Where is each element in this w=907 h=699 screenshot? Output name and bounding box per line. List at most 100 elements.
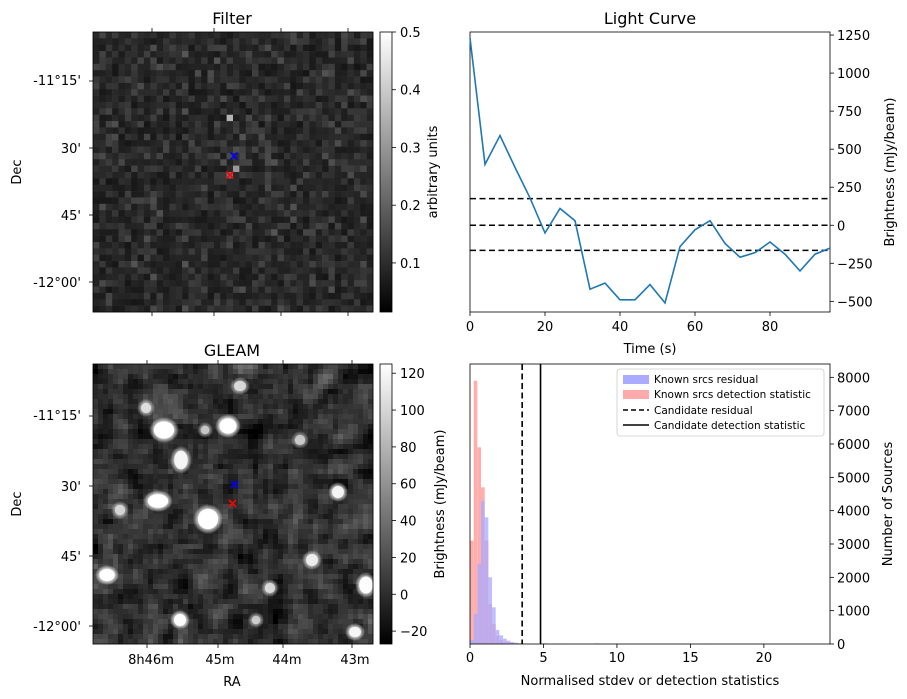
filter-pixel [315,57,323,65]
gleam-pixel [308,519,314,525]
gleam-pixel [298,494,304,500]
gleam-pixel [368,404,374,410]
gleam-pixel [298,394,304,400]
gleam-pixel [153,564,159,570]
filter-pixel [99,242,107,249]
filter-pixel [245,95,253,103]
gleam-pixel [108,364,114,370]
gleam-pixel [343,619,349,625]
gleam-pixel [103,409,109,415]
filter-pixel [124,299,132,306]
filter-pixel [353,82,361,90]
filter-pixel [328,127,336,135]
gleam-pixel [203,414,209,420]
filter-pixel [226,89,234,96]
filter-pixel [137,51,145,58]
gleam-pixel [133,364,139,370]
filter-pixel [353,273,361,281]
gleam-pixel [93,534,99,540]
gleam-pixel [183,529,189,535]
gleam-pixel [228,539,234,545]
filter-pixel [105,76,113,84]
gleam-pixel [253,419,259,425]
filter-pixel [290,108,297,116]
gleam-pixel [243,434,249,440]
filter-pixel [290,197,297,205]
filter-pixel [93,57,100,65]
gleam-pixel [248,554,254,560]
filter-pixel [283,280,291,287]
filter-pixel [169,127,177,135]
gleam-pixel [243,554,249,560]
filter-pixel [334,203,342,211]
filter-pixel [271,165,278,173]
gleam-pixel [308,479,314,485]
filter-pixel [264,140,272,147]
gleam-pixel [153,559,159,565]
filter-pixel [360,146,367,154]
filter-pixel [296,280,304,287]
gleam-pixel [118,409,124,415]
gleam-pixel [208,384,214,390]
gleam-pixel [223,539,229,545]
gleam-pixel [98,434,104,440]
gleam-pixel [363,599,369,605]
gleam-pixel [313,409,319,415]
filter-pixel [169,210,177,217]
gleam-pixel [368,389,374,395]
filter-pixel [220,172,227,179]
filter-pixel [93,172,100,179]
gleam-pixel [178,574,184,580]
gleam-pixel [173,394,179,400]
gleam-pixel [208,499,214,505]
gleam-pixel [338,404,344,410]
filter-pixel [118,76,126,84]
gleam-pixel [298,369,304,375]
gleam-pixel [298,484,304,490]
filter-pixel [163,165,170,173]
gleam-pixel [248,519,254,525]
filter-pixel [220,242,227,249]
gleam-pixel [298,419,304,425]
filter-pixel [99,63,107,71]
gleam-pixel [208,609,214,615]
gleam-pixel [263,504,269,510]
gleam-pixel [203,364,209,370]
gleam-pixel [163,534,169,540]
gleam-pixel [208,439,214,445]
gleam-pixel [333,619,339,625]
filter-pixel [213,216,221,224]
filter-pixel [239,172,247,179]
filter-pixel [175,89,183,96]
gleam-pixel [303,419,309,425]
filter-pixel [245,121,253,128]
filter-pixel [366,235,374,243]
filter-pixel [182,197,189,205]
filter-pixel [226,57,234,65]
gleam-pixel [188,599,194,605]
gleam-pixel [153,614,159,620]
gleam-pixel [298,519,304,525]
gleam-pixel [108,439,114,445]
filter-pixel [105,44,113,52]
gleam-pixel [108,369,114,375]
gleam-pixel [353,399,359,405]
gleam-pixel [283,544,289,550]
gleam-pixel [108,589,114,595]
gleam-pixel [258,489,264,495]
gleam-pixel [178,529,184,535]
filter-pixel [258,216,266,224]
gleam-pixel [98,539,104,545]
filter-pixel [258,203,266,211]
gleam-pixel [213,429,219,435]
gleam-pixel [273,384,279,390]
filter-pixel [252,70,259,77]
gleam-pixel [328,394,334,400]
gleam-pixel [253,514,259,520]
gleam-pixel [228,489,234,495]
gleam-pixel [288,479,294,485]
gleam-pixel [233,549,239,555]
gleam-pixel [158,374,164,380]
gleam-pixel [313,369,319,375]
gleam-pixel [153,524,159,530]
